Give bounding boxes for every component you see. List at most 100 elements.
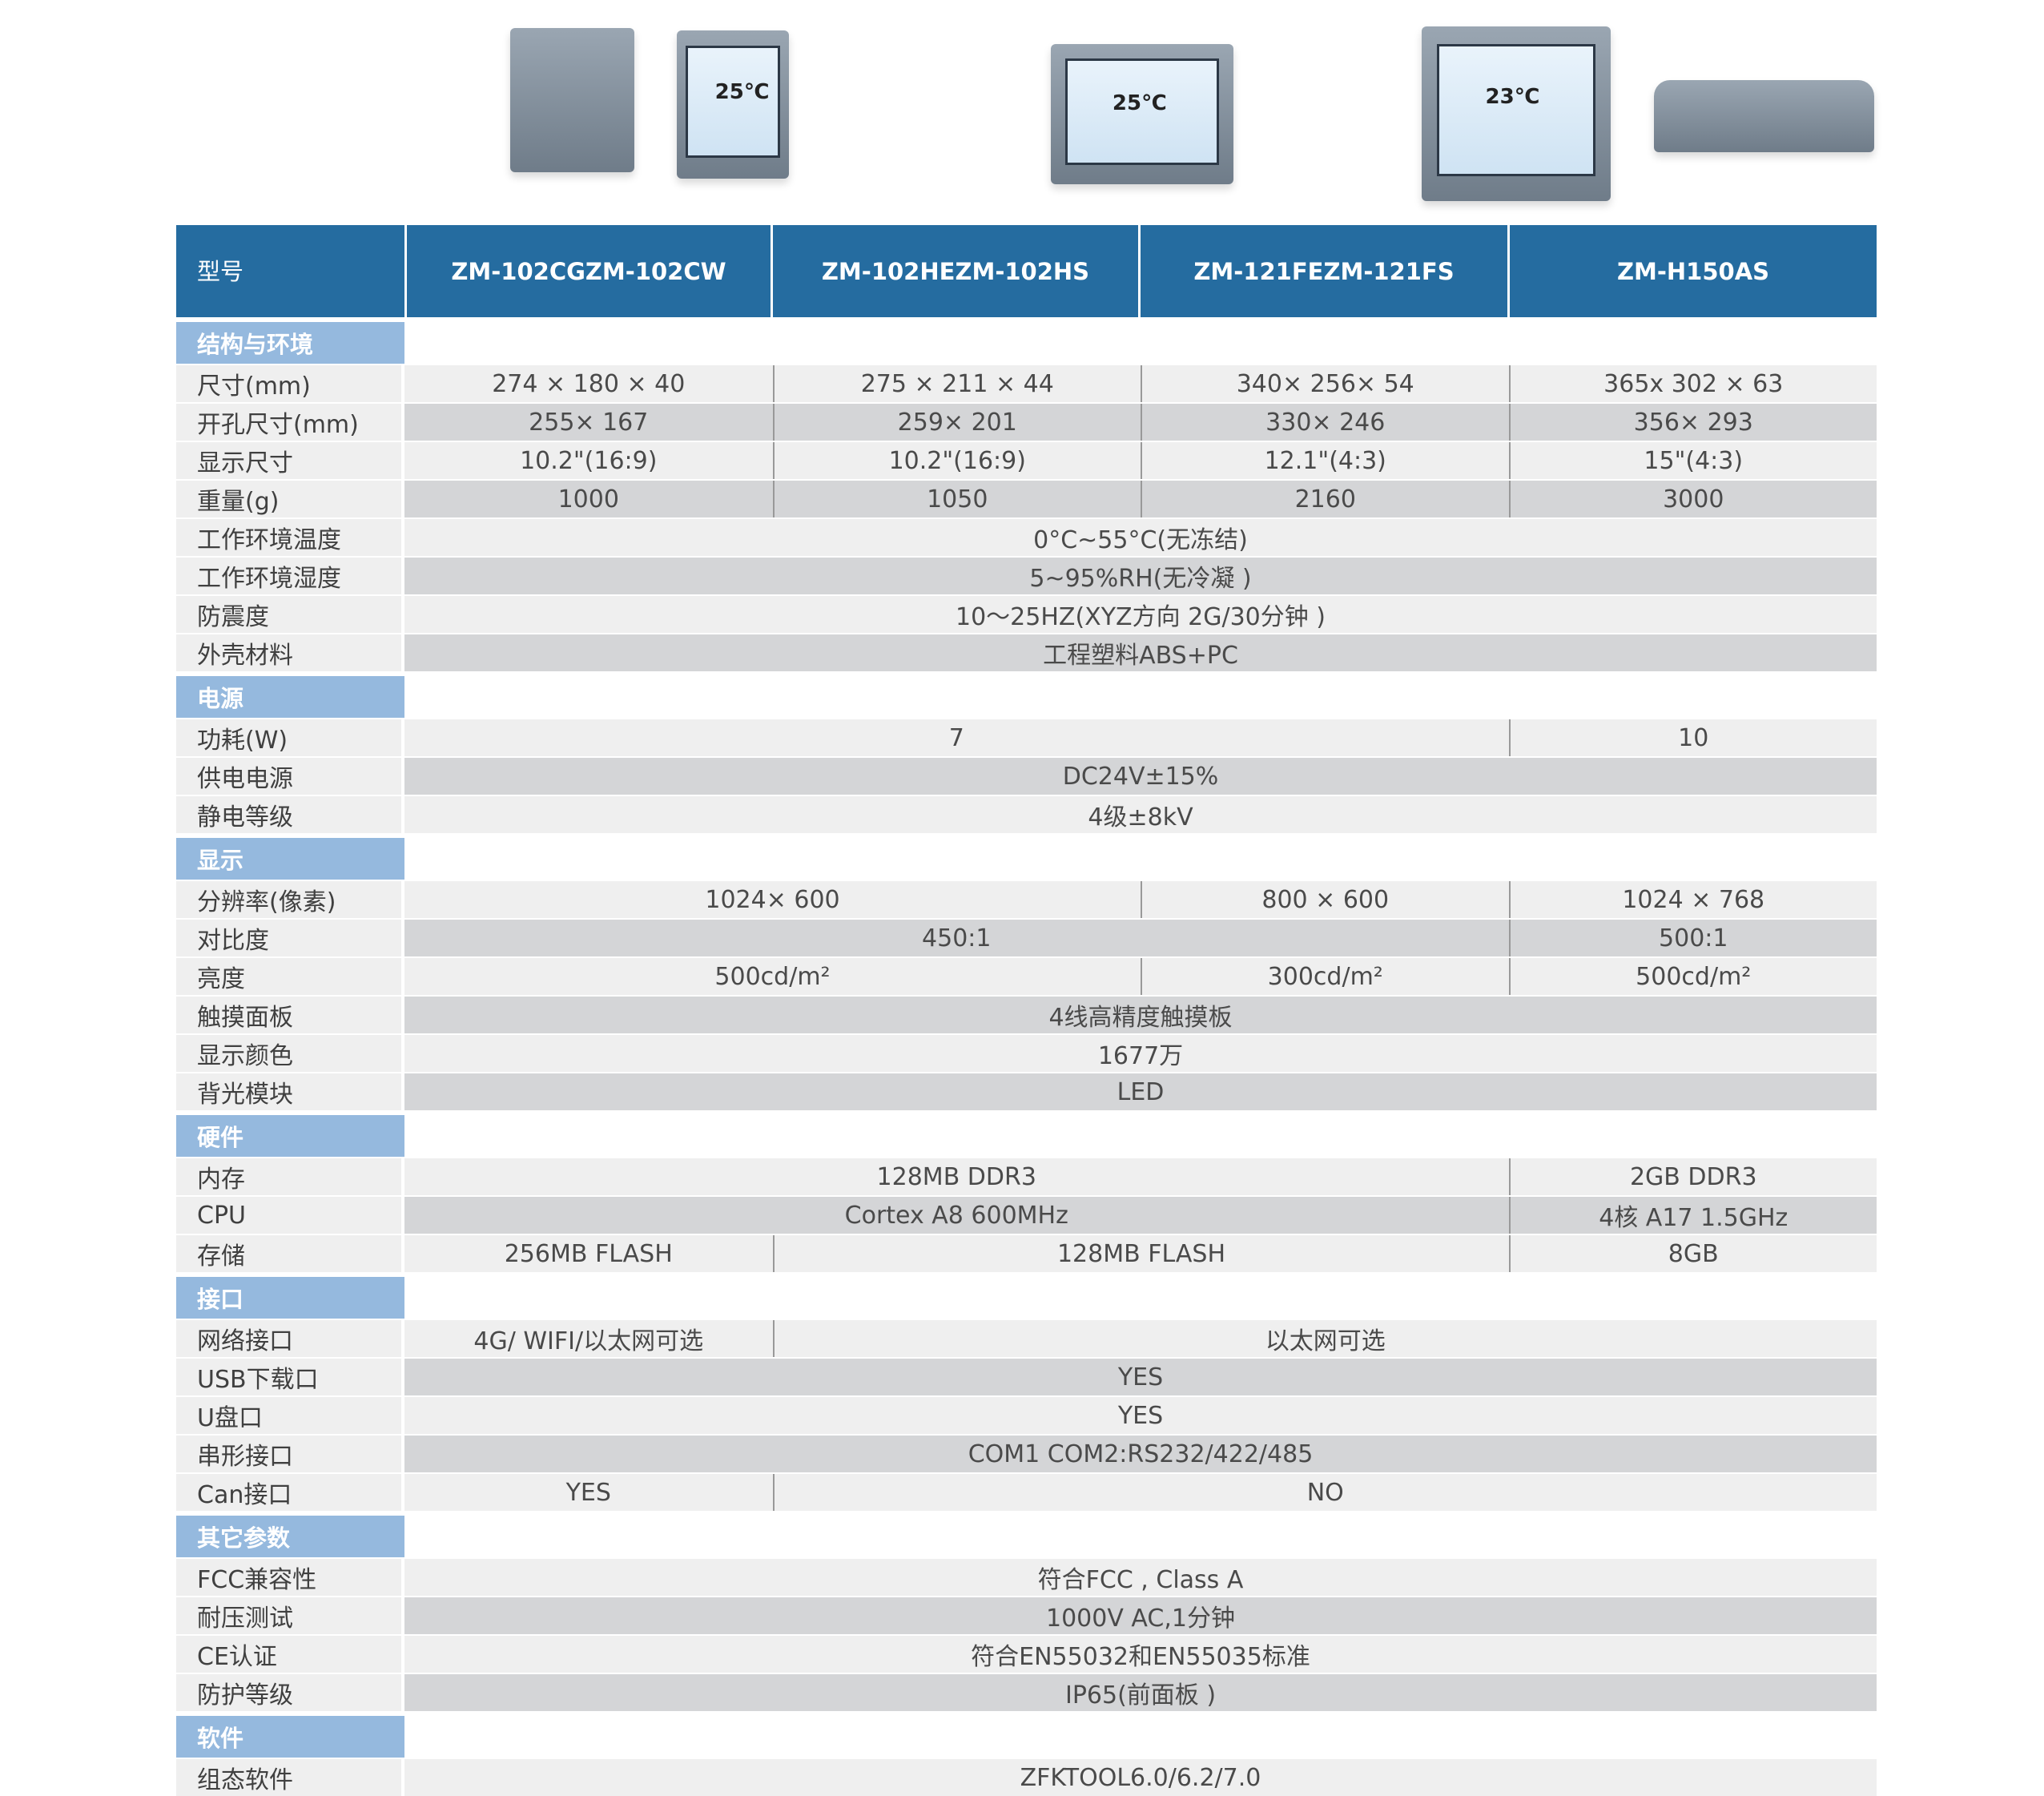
table-row: 开孔尺寸(mm) 255× 167 259× 201 330× 246 356× 293 bbox=[176, 404, 1877, 441]
section-title: 结构与环境 bbox=[176, 322, 404, 364]
product-image-150: 23℃ bbox=[1422, 26, 1611, 201]
table-cell: 356× 293 bbox=[1508, 404, 1877, 441]
table-cell: 4核 A17 1.5GHz bbox=[1508, 1197, 1877, 1234]
table-row: 背光模块 LED bbox=[176, 1073, 1877, 1110]
product-image-102: 25℃ bbox=[677, 30, 789, 179]
table-row: 内存 128MB DDR3 2GB DDR3 bbox=[176, 1158, 1877, 1195]
table-cell: 450:1 bbox=[404, 920, 1509, 956]
table-row: 网络接口 4G/ WIFI/以太网可选 以太网可选 bbox=[176, 1320, 1877, 1357]
table-cell: 1050 bbox=[772, 481, 1141, 517]
model-col-4: ZM-H150AS bbox=[1507, 225, 1877, 317]
model-col-3: ZM-121FE ZM-121FS bbox=[1138, 225, 1507, 317]
table-cell: 1000V AC,1分钟 bbox=[404, 1597, 1877, 1634]
table-cell: IP65(前面板 ) bbox=[404, 1674, 1877, 1711]
row-label: 组态软件 bbox=[176, 1759, 404, 1796]
section-header: 其它参数 bbox=[176, 1516, 1877, 1557]
row-label: 供电电源 bbox=[176, 758, 404, 795]
row-label: 显示颜色 bbox=[176, 1035, 404, 1072]
table-cell: 500:1 bbox=[1508, 920, 1877, 956]
table-row: 重量(g) 1000 1050 2160 3000 bbox=[176, 481, 1877, 517]
table-cell: 2160 bbox=[1141, 481, 1509, 517]
row-label: 工作环境温度 bbox=[176, 519, 404, 556]
table-cell: 1677万 bbox=[404, 1035, 1877, 1072]
table-cell: YES bbox=[404, 1359, 1877, 1395]
table-cell: 4级±8kV bbox=[404, 796, 1877, 833]
table-row: 防护等级 IP65(前面板 ) bbox=[176, 1674, 1877, 1711]
table-row: USB下载口 YES bbox=[176, 1359, 1877, 1395]
model-col-2: ZM-102HE ZM-102HS bbox=[771, 225, 1138, 317]
table-row: 显示颜色 1677万 bbox=[176, 1035, 1877, 1072]
spec-table: 型号 ZM-102CG ZM-102CW ZM-102HE ZM-102HS ZM-… bbox=[176, 225, 1877, 1796]
row-label: 分辨率(像素) bbox=[176, 881, 404, 918]
row-label: 存储 bbox=[176, 1235, 404, 1272]
row-label: 串形接口 bbox=[176, 1436, 404, 1472]
table-row: 分辨率(像素) 1024× 600 800 × 600 1024 × 768 bbox=[176, 881, 1877, 918]
table-cell: 500cd/m² bbox=[404, 958, 1141, 995]
table-row: U盘口 YES bbox=[176, 1397, 1877, 1434]
section-title: 软件 bbox=[176, 1716, 404, 1758]
model-col-1: ZM-102CG ZM-102CW bbox=[404, 225, 771, 317]
table-cell: 2GB DDR3 bbox=[1508, 1158, 1877, 1195]
row-label: 静电等级 bbox=[176, 796, 404, 833]
row-label: 开孔尺寸(mm) bbox=[176, 404, 404, 441]
table-header: 型号 ZM-102CG ZM-102CW ZM-102HE ZM-102HS ZM-… bbox=[176, 225, 1877, 317]
table-row: 工作环境温度 0°C~55°C(无冻结) bbox=[176, 519, 1877, 556]
table-row: 功耗(W) 7 10 bbox=[176, 719, 1877, 756]
product-image-121: 25℃ bbox=[1051, 44, 1233, 184]
product-image-side bbox=[1654, 80, 1874, 152]
table-row: 亮度 500cd/m² 300cd/m² 500cd/m² bbox=[176, 958, 1877, 995]
table-cell: YES bbox=[404, 1474, 773, 1511]
table-cell: 1000 bbox=[404, 481, 773, 517]
row-label: 亮度 bbox=[176, 958, 404, 995]
table-row: 存储 256MB FLASH 128MB FLASH 8GB bbox=[176, 1235, 1877, 1272]
table-cell: 工程塑料ABS+PC bbox=[404, 634, 1877, 671]
table-cell: 10.2"(16:9) bbox=[772, 442, 1141, 479]
row-label: U盘口 bbox=[176, 1397, 404, 1434]
row-label: 对比度 bbox=[176, 920, 404, 956]
table-cell: 256MB FLASH bbox=[404, 1235, 773, 1272]
table-cell: DC24V±15% bbox=[404, 758, 1877, 795]
section-header: 结构与环境 bbox=[176, 322, 1877, 364]
table-cell: LED bbox=[404, 1073, 1877, 1110]
row-label: Can接口 bbox=[176, 1474, 404, 1511]
table-cell: 1024 × 768 bbox=[1508, 881, 1877, 918]
table-cell: 符合FCC , Class A bbox=[404, 1559, 1877, 1596]
table-cell: 365x 302 × 63 bbox=[1508, 365, 1877, 402]
table-cell: NO bbox=[772, 1474, 1877, 1511]
table-cell: 330× 246 bbox=[1141, 404, 1509, 441]
table-cell: 255× 167 bbox=[404, 404, 773, 441]
table-cell: 259× 201 bbox=[772, 404, 1141, 441]
table-row: 对比度 450:1 500:1 bbox=[176, 920, 1877, 956]
table-cell: 340× 256× 54 bbox=[1141, 365, 1509, 402]
row-label: 耐压测试 bbox=[176, 1597, 404, 1634]
section-title: 显示 bbox=[176, 838, 404, 880]
table-row: 组态软件 ZFKTOOL6.0/6.2/7.0 bbox=[176, 1759, 1877, 1796]
section-title: 接口 bbox=[176, 1277, 404, 1319]
section-title: 硬件 bbox=[176, 1115, 404, 1157]
row-label: 显示尺寸 bbox=[176, 442, 404, 479]
row-label: FCC兼容性 bbox=[176, 1559, 404, 1596]
section-title: 其它参数 bbox=[176, 1516, 404, 1557]
table-row: 防震度 10～25HZ(XYZ方向 2G/30分钟 ) bbox=[176, 596, 1877, 633]
row-label: CPU bbox=[176, 1197, 404, 1234]
table-cell: Cortex A8 600MHz bbox=[404, 1197, 1509, 1234]
table-row: 供电电源 DC24V±15% bbox=[176, 758, 1877, 795]
row-label: 内存 bbox=[176, 1158, 404, 1195]
table-cell: 10 bbox=[1508, 719, 1877, 756]
section-header: 电源 bbox=[176, 676, 1877, 718]
table-cell: 4G/ WIFI/以太网可选 bbox=[404, 1320, 773, 1357]
row-label: 防护等级 bbox=[176, 1674, 404, 1711]
row-label: 防震度 bbox=[176, 596, 404, 633]
table-row: 显示尺寸 10.2"(16:9) 10.2"(16:9) 12.1"(4:3) 15"(… bbox=[176, 442, 1877, 479]
table-cell: COM1 COM2:RS232/422/485 bbox=[404, 1436, 1877, 1472]
section-header: 接口 bbox=[176, 1277, 1877, 1319]
table-cell: 以太网可选 bbox=[772, 1320, 1877, 1357]
table-cell: 128MB FLASH bbox=[772, 1235, 1509, 1272]
table-cell: 8GB bbox=[1508, 1235, 1877, 1272]
table-cell: 500cd/m² bbox=[1508, 958, 1877, 995]
row-label: USB下载口 bbox=[176, 1359, 404, 1395]
row-label: 功耗(W) bbox=[176, 719, 404, 756]
table-cell: 274 × 180 × 40 bbox=[404, 365, 773, 402]
table-cell: 1024× 600 bbox=[404, 881, 1141, 918]
row-label: 背光模块 bbox=[176, 1073, 404, 1110]
